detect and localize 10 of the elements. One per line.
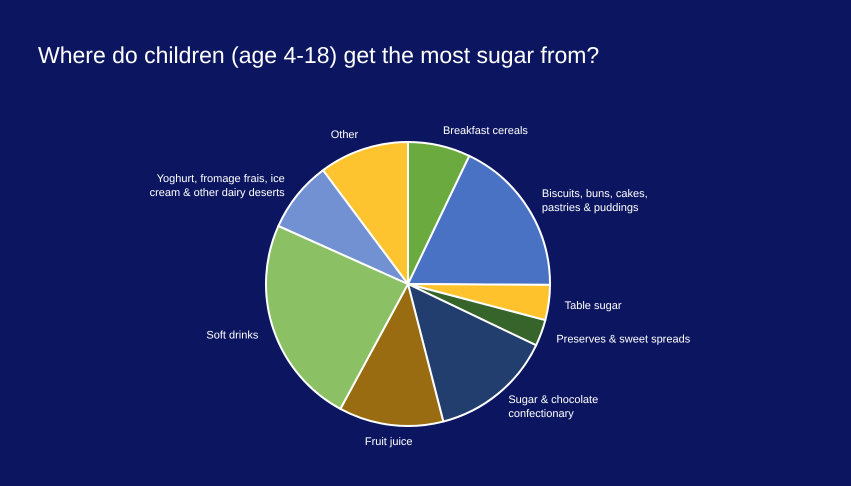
slice-label: Biscuits, buns, cakes, pastries & puddings [542, 188, 648, 214]
slice-label: Other [330, 129, 359, 142]
slice-label: Yoghurt, fromage frais, ice cream & other dairy deserts [150, 173, 286, 200]
slice-label: Sugar & chocolate confectionary [508, 394, 598, 420]
slice-label: Breakfast cereals [442, 124, 528, 137]
chart-title: Where do children (age 4-18) get the most sugar from? [38, 42, 600, 69]
slice-label: Fruit juice [364, 436, 413, 448]
slice-label: Preserves & sweet spreads [556, 333, 691, 346]
slice-label: Table sugar [564, 300, 622, 312]
slice-label: Soft drinks [206, 330, 259, 342]
